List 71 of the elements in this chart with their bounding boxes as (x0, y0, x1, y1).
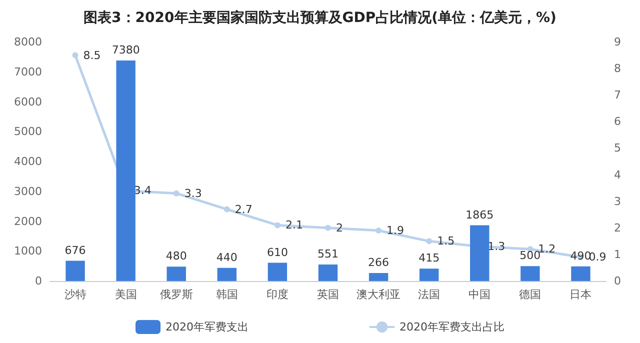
y-tick-label: 8000 (14, 36, 42, 48)
data-label: 500 (520, 249, 541, 262)
data-label: 0.9 (588, 250, 606, 264)
point (325, 224, 331, 231)
y2-tick-label: 9 (614, 36, 621, 48)
y2-tick-label: 0 (614, 274, 621, 288)
y2-tick-label: 8 (614, 62, 621, 76)
y-tick-label: 7000 (14, 65, 42, 78)
y2-tick-label: 3 (614, 194, 621, 208)
bar (217, 268, 237, 281)
y2-tick-label: 7 (614, 88, 621, 102)
data-label: 440 (216, 250, 238, 264)
data-label: 266 (368, 256, 390, 270)
bar (368, 273, 388, 281)
data-label: 490 (570, 249, 592, 262)
point (72, 52, 78, 58)
x-tick-label: 德国 (519, 288, 542, 301)
y-tick-label: 2000 (14, 214, 42, 228)
data-label: 2 (336, 221, 343, 234)
point (173, 190, 180, 196)
data-label: 2.7 (234, 202, 252, 216)
data-label: 1.9 (386, 224, 404, 238)
point (274, 222, 280, 228)
data-label: 610 (266, 246, 288, 259)
x-tick-label: 日本 (570, 288, 592, 301)
bar (419, 268, 439, 281)
point (426, 238, 432, 244)
data-label: 3.3 (184, 186, 202, 200)
x-tick-label: 法国 (418, 288, 440, 301)
y-tick-label: 5000 (14, 125, 42, 138)
y2-tick-label: 4 (614, 168, 621, 182)
data-label: 480 (166, 250, 187, 263)
x-tick-label: 韩国 (216, 288, 238, 301)
y2-tick-label: 5 (614, 142, 621, 155)
x-tick-label: 中国 (468, 288, 491, 301)
y2-tick-label: 2 (614, 221, 621, 234)
y-tick-label: 6000 (14, 95, 42, 108)
y-tick-label: 0 (35, 274, 42, 288)
bar (470, 225, 490, 281)
bar (318, 264, 338, 281)
y-tick-label: 4000 (14, 155, 42, 168)
chart-title: 图表3：2020年主要国家国防支出预算及GDP占比情况(单位：亿美元，%) (84, 9, 556, 26)
y2-tick-label: 6 (614, 115, 621, 128)
x-tick-label: 澳大利亚 (356, 288, 401, 301)
y-tick-label: 1000 (14, 244, 42, 258)
x-tick-label: 俄罗斯 (160, 288, 193, 301)
legend-label: 2020年军费支出 (166, 320, 249, 334)
data-label: 2.1 (285, 218, 303, 232)
data-label: 676 (64, 244, 86, 257)
data-label: 1.3 (488, 240, 506, 253)
x-tick-label: 英国 (317, 288, 339, 301)
x-tick-label: 印度 (266, 288, 288, 301)
data-label: 7380 (112, 44, 140, 57)
x-tick-label: 美国 (114, 288, 137, 301)
bar (571, 266, 590, 281)
point (224, 206, 230, 212)
data-label: 8.5 (83, 48, 101, 62)
data-label: 1.5 (437, 234, 455, 248)
x-tick-label: 沙特 (64, 288, 86, 301)
bar (116, 60, 136, 281)
bar (520, 266, 540, 281)
legend-label: 2020年军费支出占比 (400, 320, 504, 334)
point (376, 228, 382, 234)
data-label: 551 (318, 248, 338, 261)
bar (66, 260, 85, 281)
y-tick-label: 3000 (14, 184, 42, 198)
data-label: 415 (418, 252, 440, 265)
bar (268, 262, 288, 281)
bar (166, 266, 186, 281)
data-label: 1865 (466, 208, 494, 222)
y2-tick-label: 1 (614, 248, 621, 261)
